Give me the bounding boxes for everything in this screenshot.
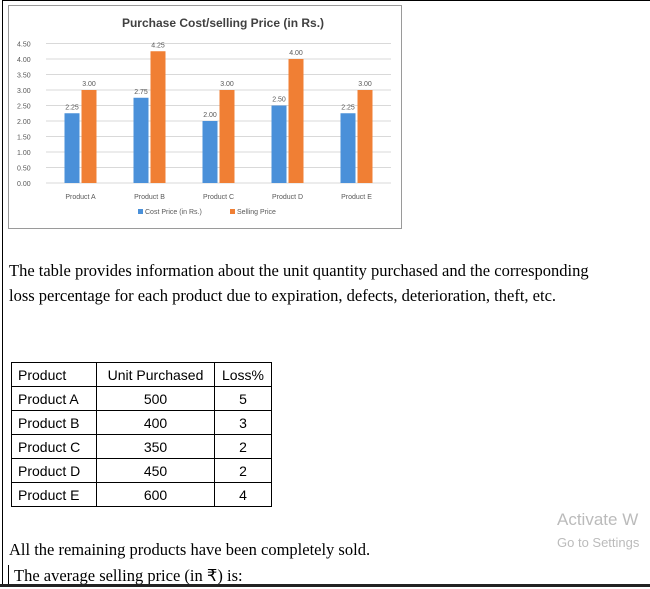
header-product: Product bbox=[11, 362, 97, 387]
data-label: 4.00 bbox=[289, 50, 303, 57]
bar bbox=[271, 105, 287, 183]
bar bbox=[64, 113, 80, 183]
bar bbox=[357, 90, 373, 183]
x-tick-label: Product B bbox=[134, 194, 165, 201]
table-description: The table provides information about the… bbox=[9, 261, 589, 305]
table-row: Product D 450 2 bbox=[11, 458, 272, 483]
y-tick-label: 4.50 bbox=[17, 42, 31, 49]
units-cell: 600 bbox=[96, 482, 215, 507]
bar bbox=[202, 121, 218, 183]
bar bbox=[219, 90, 235, 183]
data-label: 4.25 bbox=[151, 42, 165, 49]
loss-cell: 2 bbox=[214, 458, 272, 483]
data-label: 2.25 bbox=[341, 104, 355, 111]
loss-cell: 4 bbox=[214, 482, 272, 507]
units-cell: 500 bbox=[96, 386, 215, 411]
bar-chart: Purchase Cost/selling Price (in Rs.) 0.00… bbox=[17, 16, 391, 216]
x-tick-label: Product A bbox=[65, 194, 96, 201]
chart-title: Purchase Cost/selling Price (in Rs.) bbox=[122, 16, 324, 30]
data-label: 2.25 bbox=[65, 104, 79, 111]
question-box bbox=[8, 565, 650, 584]
legend-label: Cost Price (in Rs.) bbox=[145, 209, 202, 216]
y-tick-label: 1.50 bbox=[17, 135, 31, 142]
loss-cell: 5 bbox=[214, 386, 272, 411]
sold-statement: All the remaining products have been com… bbox=[9, 540, 371, 559]
units-cell: 450 bbox=[96, 458, 215, 483]
data-label: 2.00 bbox=[203, 112, 217, 119]
page-border-left bbox=[2, 0, 3, 584]
bar bbox=[133, 97, 149, 183]
product-table: Product Unit Purchased Loss% Product A 5… bbox=[11, 362, 272, 507]
x-tick-label: Product C bbox=[203, 194, 234, 201]
y-tick-label: 4.00 bbox=[17, 57, 31, 64]
table-row: Product E 600 4 bbox=[11, 482, 272, 507]
activation-watermark-title: Activate W bbox=[557, 510, 639, 529]
activation-watermark-link[interactable]: Go to Settings bbox=[557, 535, 640, 550]
y-tick-label: 0.00 bbox=[17, 181, 31, 188]
question-text: The average selling price (in ₹) is: bbox=[14, 566, 243, 585]
loss-cell: 2 bbox=[214, 434, 272, 459]
y-tick-label: 2.50 bbox=[17, 104, 31, 111]
header-loss: Loss% bbox=[214, 362, 272, 387]
y-tick-label: 2.00 bbox=[17, 119, 31, 126]
y-tick-label: 1.00 bbox=[17, 150, 31, 157]
bar bbox=[288, 59, 304, 183]
units-cell: 350 bbox=[96, 434, 215, 459]
bar bbox=[150, 51, 166, 183]
product-cell: Product E bbox=[11, 482, 97, 507]
bottom-rule bbox=[0, 584, 650, 587]
data-label: 3.00 bbox=[220, 81, 234, 88]
data-label: 2.75 bbox=[134, 89, 148, 96]
table-row: Product C 350 2 bbox=[11, 434, 272, 459]
data-label: 3.00 bbox=[82, 81, 96, 88]
y-tick-label: 0.50 bbox=[17, 166, 31, 173]
header-unit-purchased: Unit Purchased bbox=[96, 362, 215, 387]
y-tick-label: 3.00 bbox=[17, 88, 31, 95]
bar bbox=[81, 90, 97, 183]
legend-label: Selling Price bbox=[237, 209, 276, 216]
table-row: Product B 400 3 bbox=[11, 410, 272, 435]
units-cell: 400 bbox=[96, 410, 215, 435]
page-border-top bbox=[2, 0, 650, 1]
y-tick-label: 3.50 bbox=[17, 73, 31, 80]
product-cell: Product C bbox=[11, 434, 97, 459]
table-header-row: Product Unit Purchased Loss% bbox=[11, 362, 272, 387]
chart-frame: Purchase Cost/selling Price (in Rs.) 0.00… bbox=[8, 5, 402, 229]
x-tick-label: Product E bbox=[341, 194, 372, 201]
product-cell: Product D bbox=[11, 458, 97, 483]
table-row: Product A 500 5 bbox=[11, 386, 272, 411]
data-label: 2.50 bbox=[272, 97, 286, 104]
bar bbox=[340, 113, 356, 183]
x-tick-label: Product D bbox=[272, 194, 303, 201]
legend-swatch bbox=[138, 209, 143, 214]
loss-cell: 3 bbox=[214, 410, 272, 435]
data-label: 3.00 bbox=[358, 81, 372, 88]
product-cell: Product A bbox=[11, 386, 97, 411]
product-cell: Product B bbox=[11, 410, 97, 435]
legend-swatch bbox=[230, 209, 235, 214]
